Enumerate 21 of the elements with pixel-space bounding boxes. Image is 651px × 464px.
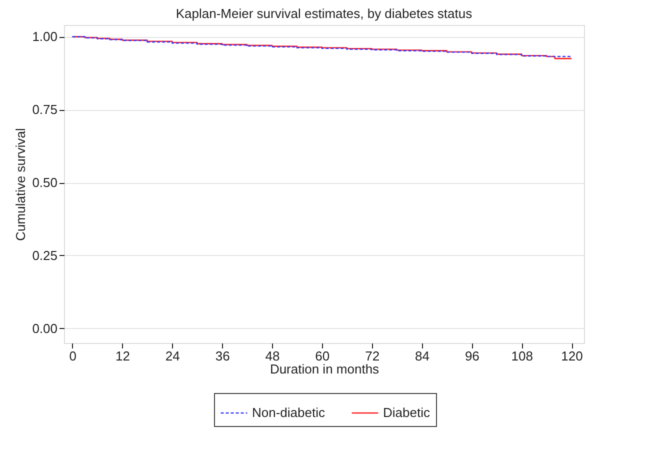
legend-label: Non-diabetic — [252, 405, 326, 420]
y-tick-label: 0.25 — [32, 248, 58, 263]
x-tick-label: 120 — [561, 348, 583, 364]
y-tick-label: 0.00 — [32, 320, 58, 336]
x-tick-label: 60 — [315, 348, 330, 364]
x-tick-label: 108 — [511, 348, 533, 364]
y-tick-label: 0.75 — [32, 102, 58, 118]
x-tick-label: 36 — [215, 348, 230, 364]
x-axis-title: Duration in months — [270, 362, 380, 376]
chart-title: Kaplan-Meier survival estimates, by diabetes status — [176, 6, 473, 21]
y-tick-label: 0.50 — [32, 175, 58, 190]
x-tick-label: 0 — [69, 348, 76, 364]
x-tick-label: 12 — [116, 348, 130, 364]
x-tick-label: 72 — [365, 348, 380, 364]
y-axis-title: Cumulative survival — [13, 128, 28, 241]
legend-label: Diabetic — [383, 405, 430, 420]
x-tick-label: 48 — [265, 348, 280, 364]
y-tick-label: 1.00 — [32, 29, 58, 44]
x-tick-label: 24 — [165, 348, 180, 364]
x-tick-label: 84 — [415, 348, 430, 364]
x-tick-label: 96 — [464, 348, 480, 364]
